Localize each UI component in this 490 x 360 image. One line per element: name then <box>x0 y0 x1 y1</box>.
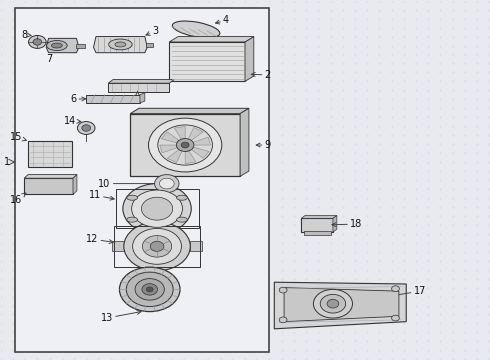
Polygon shape <box>274 282 406 329</box>
Polygon shape <box>160 145 177 153</box>
Text: 12: 12 <box>86 234 113 244</box>
FancyBboxPatch shape <box>76 44 85 48</box>
Polygon shape <box>130 108 249 114</box>
Circle shape <box>279 317 287 323</box>
Circle shape <box>33 39 42 45</box>
Polygon shape <box>192 147 209 158</box>
Text: 2: 2 <box>251 70 271 80</box>
Text: 9: 9 <box>256 140 270 150</box>
Circle shape <box>142 284 158 295</box>
Text: 7: 7 <box>47 54 53 64</box>
Circle shape <box>135 279 164 300</box>
Circle shape <box>28 36 46 48</box>
Text: 6: 6 <box>70 94 86 104</box>
Text: 18: 18 <box>332 219 362 229</box>
Circle shape <box>147 287 153 292</box>
Ellipse shape <box>109 39 132 50</box>
Polygon shape <box>46 39 79 53</box>
FancyBboxPatch shape <box>27 140 72 167</box>
FancyBboxPatch shape <box>15 8 270 352</box>
FancyBboxPatch shape <box>169 42 245 81</box>
Ellipse shape <box>115 42 126 47</box>
Polygon shape <box>169 37 254 42</box>
Text: 14: 14 <box>64 116 81 126</box>
Text: 11: 11 <box>89 190 114 200</box>
Circle shape <box>327 300 339 308</box>
Polygon shape <box>245 37 254 81</box>
Polygon shape <box>130 114 240 176</box>
Circle shape <box>143 235 172 257</box>
Ellipse shape <box>176 217 187 222</box>
Circle shape <box>142 197 172 220</box>
Polygon shape <box>333 216 337 232</box>
Text: 4: 4 <box>216 15 229 26</box>
Polygon shape <box>155 175 179 193</box>
Text: 10: 10 <box>98 179 161 189</box>
Polygon shape <box>108 80 174 83</box>
Text: 5: 5 <box>134 91 141 105</box>
Circle shape <box>77 122 95 134</box>
Circle shape <box>126 272 173 307</box>
Circle shape <box>314 289 352 318</box>
Polygon shape <box>167 150 182 163</box>
Polygon shape <box>73 175 77 194</box>
Text: 15: 15 <box>10 132 26 142</box>
Polygon shape <box>185 151 196 164</box>
Circle shape <box>82 125 91 131</box>
Circle shape <box>392 315 399 321</box>
Ellipse shape <box>47 41 67 50</box>
Circle shape <box>133 228 181 264</box>
Polygon shape <box>240 108 249 176</box>
Circle shape <box>150 241 164 251</box>
Ellipse shape <box>51 43 62 48</box>
FancyBboxPatch shape <box>190 241 202 251</box>
Polygon shape <box>140 93 145 103</box>
Circle shape <box>120 267 180 312</box>
Circle shape <box>123 184 191 234</box>
Ellipse shape <box>172 21 220 38</box>
FancyBboxPatch shape <box>112 241 124 251</box>
Circle shape <box>279 287 287 293</box>
Text: 8: 8 <box>22 30 31 40</box>
Text: 13: 13 <box>101 310 141 323</box>
Polygon shape <box>301 216 337 219</box>
Circle shape <box>176 139 194 152</box>
Circle shape <box>181 142 189 148</box>
Ellipse shape <box>127 195 138 200</box>
Polygon shape <box>108 83 169 92</box>
Text: 17: 17 <box>349 286 426 304</box>
Polygon shape <box>86 95 140 103</box>
Text: 3: 3 <box>146 26 158 36</box>
Polygon shape <box>193 137 211 145</box>
Circle shape <box>148 118 222 172</box>
Polygon shape <box>24 175 77 178</box>
Ellipse shape <box>127 217 138 222</box>
Polygon shape <box>24 178 73 194</box>
Polygon shape <box>174 126 185 139</box>
FancyBboxPatch shape <box>304 231 331 235</box>
Ellipse shape <box>176 195 187 200</box>
Polygon shape <box>160 178 174 189</box>
FancyBboxPatch shape <box>146 43 153 46</box>
Circle shape <box>320 294 345 313</box>
Text: 16: 16 <box>10 193 26 205</box>
Text: 1: 1 <box>3 157 10 167</box>
Circle shape <box>124 222 190 271</box>
Polygon shape <box>284 288 399 321</box>
Polygon shape <box>94 37 147 53</box>
FancyBboxPatch shape <box>301 219 333 232</box>
Polygon shape <box>161 132 179 143</box>
Circle shape <box>132 190 182 227</box>
Circle shape <box>158 125 213 165</box>
Polygon shape <box>188 127 203 140</box>
Circle shape <box>392 286 399 292</box>
